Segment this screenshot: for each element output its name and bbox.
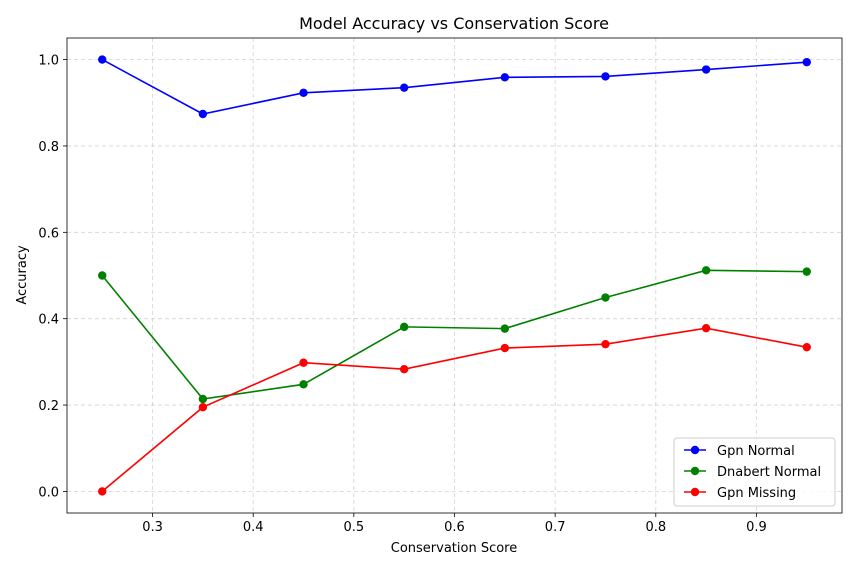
data-point <box>399 322 409 332</box>
x-tick-label: 0.4 <box>243 520 264 535</box>
y-tick-label: 0.0 <box>38 485 59 500</box>
y-tick-label: 0.8 <box>38 140 59 155</box>
data-point <box>500 324 510 333</box>
data-point <box>701 65 711 74</box>
y-tick-label: 1.0 <box>38 54 59 69</box>
series-gpn-missing <box>98 323 811 496</box>
legend-marker <box>690 487 700 497</box>
series-line <box>101 327 807 493</box>
data-point <box>601 72 610 81</box>
data-point <box>98 271 107 280</box>
data-point <box>802 57 811 67</box>
series-dnabert-normal <box>98 266 811 404</box>
data-point <box>399 83 409 92</box>
chart-title: Model Accuracy vs Conservation Score <box>299 14 609 33</box>
data-point <box>802 342 811 352</box>
series-gpn-normal <box>98 55 811 119</box>
data-point <box>198 403 208 412</box>
y-axis: 0.0 0.2 0.4 0.6 0.8 1.0 <box>38 54 67 500</box>
legend-box <box>673 437 836 507</box>
legend-marker <box>690 445 700 455</box>
data-point <box>399 365 409 374</box>
data-point <box>802 267 811 276</box>
y-tick-label: 0.4 <box>38 313 59 328</box>
data-point <box>500 73 510 82</box>
x-tick-label: 0.7 <box>545 520 566 535</box>
data-point <box>500 343 510 353</box>
x-tick-label: 0.5 <box>344 520 365 535</box>
legend-entry: Dnabert Normal <box>684 465 821 480</box>
data-point <box>98 55 107 64</box>
data-point <box>299 88 308 98</box>
legend-marker <box>690 466 700 476</box>
legend-label: Gpn Missing <box>717 486 796 501</box>
legend-entry: Gpn Missing <box>684 486 796 501</box>
data-point <box>299 358 308 367</box>
legend: Gpn Normal Dnabert Normal Gpn Missing <box>673 437 836 507</box>
legend-label: Dnabert Normal <box>717 465 821 480</box>
data-point <box>98 487 107 496</box>
x-tick-label: 0.6 <box>444 520 465 535</box>
data-point <box>198 394 208 404</box>
data-point <box>601 339 610 349</box>
y-tick-label: 0.6 <box>38 226 59 241</box>
x-axis: 0.3 0.4 0.5 0.6 0.7 0.8 0.9 <box>142 513 767 535</box>
data-point <box>299 380 308 389</box>
y-tick-label: 0.2 <box>38 399 59 414</box>
series-line <box>101 58 807 115</box>
y-axis-label: Accuracy <box>15 245 30 305</box>
x-axis-label: Conservation Score <box>391 541 518 556</box>
legend-label: Gpn Normal <box>717 444 795 459</box>
data-point <box>701 323 711 333</box>
series-line <box>101 269 807 400</box>
data-point <box>601 293 610 302</box>
x-tick-label: 0.8 <box>645 520 666 535</box>
x-tick-label: 0.3 <box>142 520 163 535</box>
x-tick-label: 0.9 <box>746 520 767 535</box>
data-point <box>198 109 208 119</box>
data-point <box>701 266 711 275</box>
series-layer <box>98 55 811 496</box>
legend-entry: Gpn Normal <box>684 444 795 459</box>
